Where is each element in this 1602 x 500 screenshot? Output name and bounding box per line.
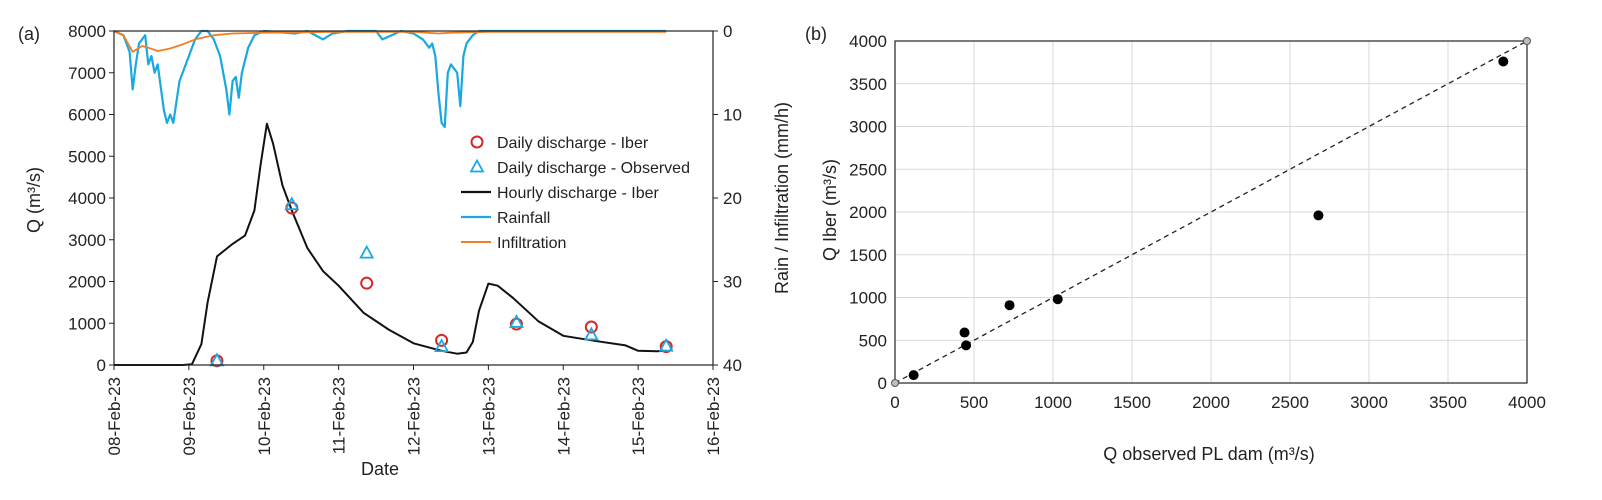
b-plot-frame bbox=[894, 40, 1528, 384]
infiltration-series bbox=[113, 30, 667, 53]
observed-daily-point bbox=[359, 244, 375, 259]
hourly-discharge-line bbox=[114, 122, 667, 366]
y2-tick-label: 10 bbox=[723, 106, 742, 125]
observed-daily-point bbox=[658, 337, 674, 352]
b-y-tick-label: 2000 bbox=[849, 203, 887, 222]
b-y-tick-label: 3000 bbox=[849, 118, 887, 137]
scatter-point bbox=[1313, 210, 1324, 221]
b-x-tick-label: 2500 bbox=[1271, 393, 1309, 412]
b-y-axis-label: Q Iber (m³/s) bbox=[820, 159, 840, 261]
observed-daily-point bbox=[508, 314, 524, 328]
b-x-tick-label: 1500 bbox=[1113, 393, 1151, 412]
one-to-one-line bbox=[891, 37, 1531, 387]
panel-a-axes: 0 1000 2000 3000 4000 5000 6000 7000 8000 0 10 20 30… bbox=[68, 22, 742, 455]
iber-daily-point bbox=[509, 317, 523, 331]
hourly-discharge-series bbox=[114, 122, 667, 366]
panel-b-scatter: (b) 0 500 1000 1500 2000 2500 3000 3500 4000 0 500… bbox=[805, 24, 1546, 464]
b-y-tick-label: 1000 bbox=[849, 289, 887, 308]
b-y-tick-label: 1500 bbox=[849, 246, 887, 265]
legend-label: Hourly discharge - Iber bbox=[497, 185, 660, 202]
b-x-tick-label: 3000 bbox=[1350, 393, 1388, 412]
x-tick-label: 10-Feb-23 bbox=[255, 377, 274, 455]
legend: Daily discharge - Iber Daily discharge - … bbox=[450, 127, 710, 255]
panel-b-axes: 0 500 1000 1500 2000 2500 3000 3500 4000 0 500 1000… bbox=[849, 32, 1546, 412]
b-x-tick-label: 1000 bbox=[1034, 393, 1072, 412]
panel-a-hydrograph: (a) 0 1000 2000 3000 4000 5000 6000 7000 8000 0 10… bbox=[18, 22, 792, 479]
legend-label: Rainfall bbox=[497, 210, 550, 227]
b-y-tick-label: 3500 bbox=[849, 75, 887, 94]
x-tick-label: 12-Feb-23 bbox=[405, 377, 424, 455]
one-to-one-dashed-line bbox=[894, 40, 1528, 384]
observed-daily-point bbox=[284, 196, 300, 211]
x-axis-label: Date bbox=[361, 459, 399, 479]
b-y-tick-label: 2500 bbox=[849, 160, 887, 179]
scatter-point bbox=[908, 370, 919, 381]
y2-axis-label: Rain / Infiltration (mm/h) bbox=[772, 102, 792, 294]
panel-a-label: (a) bbox=[18, 24, 40, 44]
scatter-point bbox=[961, 340, 972, 351]
y2-tick-label: 40 bbox=[723, 356, 742, 375]
iber-daily-point bbox=[584, 320, 598, 334]
infiltration-line bbox=[113, 30, 667, 53]
b-x-tick-label: 2000 bbox=[1192, 393, 1230, 412]
rainfall-series bbox=[113, 29, 667, 129]
y2-tick-label: 0 bbox=[723, 22, 732, 41]
b-x-tick-label: 4000 bbox=[1508, 393, 1546, 412]
x-tick-label: 08-Feb-23 bbox=[105, 377, 124, 455]
b-y-tick-label: 500 bbox=[859, 331, 887, 350]
y-tick-label: 3000 bbox=[68, 231, 106, 250]
observed-daily-point bbox=[583, 326, 599, 341]
rainfall-line bbox=[113, 29, 667, 129]
x-tick-label: 13-Feb-23 bbox=[479, 377, 498, 455]
observed-daily-point bbox=[434, 338, 450, 353]
y2-tick-label: 30 bbox=[723, 273, 742, 292]
scatter-point bbox=[1052, 294, 1063, 305]
b-y-tick-label: 4000 bbox=[849, 32, 887, 51]
line-endpoint bbox=[1523, 37, 1531, 45]
x-tick-label: 14-Feb-23 bbox=[554, 377, 573, 455]
y-tick-label: 0 bbox=[97, 356, 106, 375]
y-tick-label: 7000 bbox=[68, 64, 106, 83]
y-tick-label: 2000 bbox=[68, 273, 106, 292]
legend-label: Infiltration bbox=[497, 235, 566, 252]
x-tick-label: 15-Feb-23 bbox=[629, 377, 648, 455]
x-tick-label: 11-Feb-23 bbox=[330, 377, 349, 454]
y-tick-label: 6000 bbox=[68, 106, 106, 125]
y-tick-label: 4000 bbox=[68, 189, 106, 208]
scatter-point bbox=[959, 327, 970, 338]
panel-b-label: (b) bbox=[805, 24, 827, 44]
line-endpoint bbox=[891, 379, 899, 387]
daily-discharge-markers bbox=[209, 196, 674, 368]
scatter-point bbox=[1498, 56, 1509, 67]
y-tick-label: 8000 bbox=[68, 22, 106, 41]
y-axis-label: Q (m³/s) bbox=[24, 167, 44, 233]
legend-label: Daily discharge - Iber bbox=[497, 135, 649, 152]
x-tick-label: 16-Feb-23 bbox=[704, 377, 723, 455]
iber-daily-point bbox=[435, 333, 449, 347]
y-tick-label: 5000 bbox=[68, 147, 106, 166]
scatter-points bbox=[908, 56, 1509, 381]
scatter-point bbox=[1004, 300, 1015, 311]
iber-daily-point bbox=[360, 276, 374, 290]
legend-label: Daily discharge - Observed bbox=[497, 160, 690, 177]
legend-box bbox=[450, 127, 710, 255]
b-x-tick-label: 500 bbox=[960, 393, 988, 412]
legend-iber-marker bbox=[470, 135, 484, 149]
b-x-tick-label: 3500 bbox=[1429, 393, 1467, 412]
legend-observed-marker bbox=[469, 158, 485, 173]
y-tick-label: 1000 bbox=[68, 314, 106, 333]
b-x-tick-label: 0 bbox=[890, 393, 899, 412]
y2-tick-label: 20 bbox=[723, 189, 742, 208]
b-y-tick-label: 0 bbox=[878, 374, 887, 393]
b-x-axis-label: Q observed PL dam (m³/s) bbox=[1103, 444, 1314, 464]
x-tick-label: 09-Feb-23 bbox=[180, 377, 199, 455]
